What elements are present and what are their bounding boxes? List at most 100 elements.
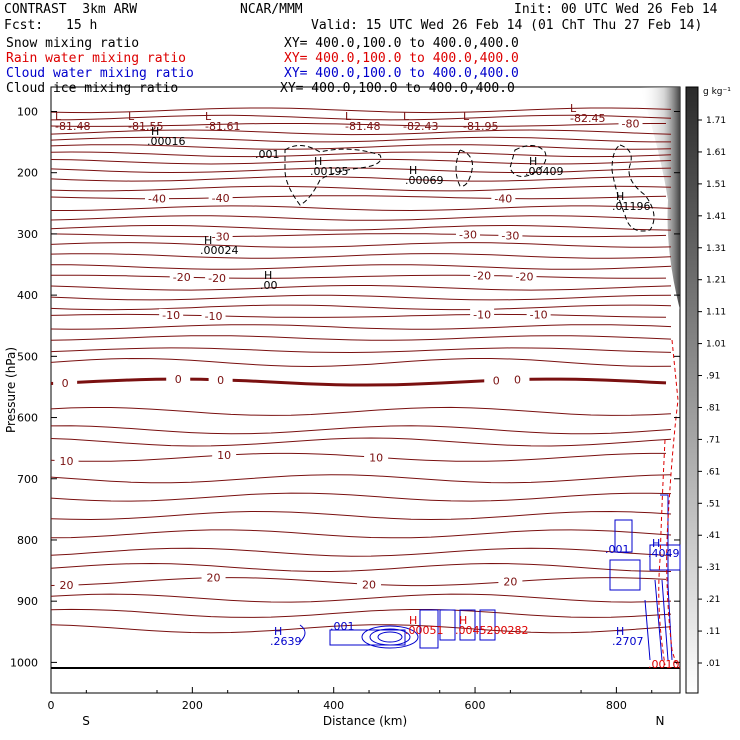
isotherm-label-bg [205, 271, 230, 284]
isotherm-label: 0 [217, 374, 224, 387]
left-end-label: S [82, 714, 90, 728]
background-isotherm [50, 129, 672, 136]
x-tick-label: 0 [48, 699, 55, 712]
maximum-value: .00195 [310, 165, 349, 178]
background-isotherm [50, 347, 672, 354]
field-rain-xy: XY= 400.0,100.0 to 400.0,400.0 [284, 51, 519, 66]
isotherm-label-bg [491, 192, 516, 205]
valid-time: Valid: 15 UTC Wed 26 Feb 14 (01 ChT Thu … [311, 18, 703, 33]
isotherm-label: 10 [369, 451, 383, 464]
isotherm-label: -30 [459, 229, 477, 242]
background-isotherm [50, 175, 672, 182]
isotherm-label-bg [54, 579, 79, 592]
isotherm-label-bg [159, 308, 184, 321]
background-isotherm [50, 608, 672, 618]
isotherm-label-bg [505, 373, 530, 386]
background-isotherm [50, 593, 672, 603]
isotherm-label: 20 [60, 579, 74, 592]
isotherm-label: -40 [494, 193, 512, 206]
minimum-value: -82.43 [403, 120, 438, 133]
right-end-label: N [656, 714, 665, 728]
x-axis-title: Distance (km) [323, 714, 407, 728]
maximum-marker: H [459, 614, 467, 627]
isotherm-label: -10 [473, 309, 491, 322]
isotherm-label-bg [484, 374, 509, 387]
isotherm-label-bg [201, 571, 226, 584]
background-isotherm [50, 406, 672, 416]
center-title: NCAR/MMM [240, 2, 303, 17]
maximum-marker: H [264, 269, 272, 282]
x-tick-label: 200 [182, 699, 203, 712]
isotherm--40 [50, 195, 667, 200]
maximum-marker: H [314, 155, 322, 168]
maximum-value: .00 [260, 279, 278, 292]
isotherm--80 [50, 123, 666, 127]
colorbar-tick-label: 1.21 [706, 276, 726, 286]
isotherm-label: 0 [493, 374, 500, 387]
maximum-marker: H [409, 164, 417, 177]
minimum-value: -82.45 [570, 112, 605, 125]
x-tick-label: 800 [606, 699, 627, 712]
minimum-marker: L [128, 110, 135, 123]
field-rain-name: Rain water mixing ratio [6, 51, 187, 66]
y-tick-label: 400 [17, 289, 38, 302]
background-isotherm [50, 242, 672, 248]
isotherm-label-bg [169, 271, 194, 284]
field-snow-name: Snow mixing ratio [6, 36, 140, 51]
maximum-marker: H [274, 625, 282, 638]
cloud-water-contours [299, 494, 681, 661]
background-isotherm [50, 215, 672, 221]
fcst-value: 15 h [66, 18, 98, 33]
maximum-marker: H [151, 125, 159, 138]
minimum-value: -81.48 [345, 120, 380, 133]
isotherm-10 [50, 452, 666, 462]
isotherm-label-bg [470, 269, 495, 282]
maximum-value: .001 [605, 543, 630, 556]
colorbar-tick-label: .91 [706, 372, 720, 382]
background-isotherm [50, 253, 672, 259]
minimum-marker: L [570, 102, 577, 115]
background-isotherm [50, 285, 672, 291]
y-axis-title: Pressure (hPa) [4, 347, 18, 433]
isotherm-label-bg [455, 228, 480, 241]
isotherm-label-bg [53, 376, 78, 389]
y-tick-label: 800 [17, 534, 38, 547]
minimum-marker: L [403, 110, 410, 123]
background-isotherm [51, 205, 672, 212]
field-cloudwater-name: Cloud water mixing ratio [6, 66, 194, 81]
background-isotherm [50, 624, 672, 634]
y-tick-label: 300 [17, 228, 38, 241]
y-tick-label: 200 [17, 167, 38, 180]
y-tick-label: 500 [17, 350, 38, 363]
colorbar-tick-label: .71 [706, 435, 720, 445]
isotherm-label-bg [208, 191, 233, 204]
fcst-label: Fcst: [4, 18, 44, 33]
maximum-value: .2639 [270, 635, 302, 648]
minimum-value: -81.61 [205, 120, 240, 133]
isotherm-label-bg [364, 451, 389, 464]
isotherm-label: -10 [530, 309, 548, 322]
isotherm-label: -40 [148, 193, 166, 206]
isotherm-label: -80 [622, 118, 640, 131]
maximum-marker: H [409, 614, 417, 627]
background-isotherms [50, 107, 672, 634]
isotherm-label-bg [54, 454, 79, 467]
background-isotherm [50, 167, 672, 174]
colorbar-tick-label: 1.71 [706, 116, 726, 126]
background-isotherm [50, 437, 672, 447]
field-cloudwater-xy: XY= 400.0,100.0 to 400.0,400.0 [284, 66, 519, 81]
isotherm--20 [51, 274, 667, 279]
colorbar-tick-label: .31 [706, 563, 720, 573]
left-title: CONTRAST 3km ARW [4, 2, 138, 17]
isotherm-labels: 10 10 10 20 20 20 20 0 0 0 0 0 -10 -10 -10 -10 -20 -20 -20… [53, 117, 643, 592]
field-cloudice-name: Cloud ice mixing ratio [6, 81, 179, 96]
isotherm-label: 20 [503, 576, 517, 589]
y-tick-label: 700 [17, 473, 38, 486]
colorbar-tick-label: 1.61 [706, 148, 726, 158]
isotherm--30 [50, 233, 667, 238]
background-isotherm [50, 357, 672, 368]
background-isotherm [50, 304, 672, 311]
y-tick-label: 100 [17, 105, 38, 118]
colorbar-tick-label: 1.31 [706, 244, 726, 254]
